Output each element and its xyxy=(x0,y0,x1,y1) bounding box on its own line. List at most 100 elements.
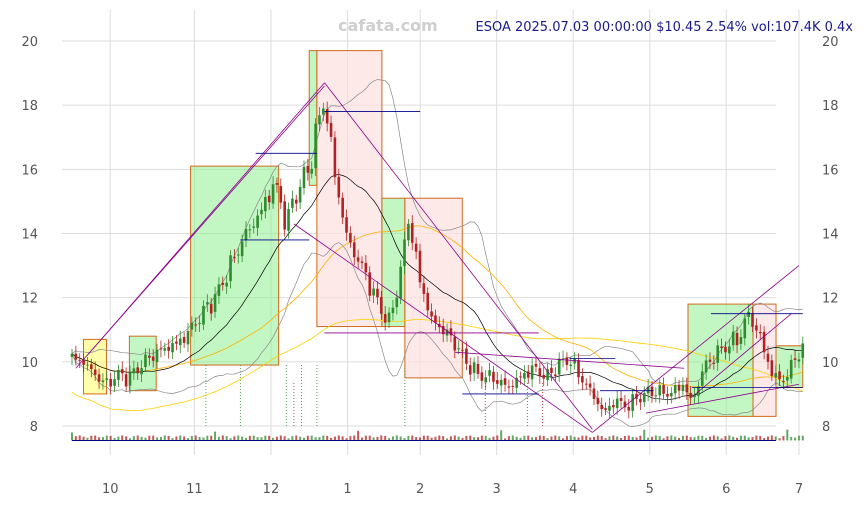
candle-body xyxy=(704,360,708,373)
candle-body xyxy=(786,376,789,381)
x-tick-label: 7 xyxy=(795,482,803,497)
volume-bar xyxy=(569,435,572,441)
zone-box-red xyxy=(316,50,383,328)
candle-body xyxy=(662,385,665,394)
candle-body xyxy=(755,325,758,331)
volume-bar xyxy=(712,435,715,441)
volume-bar xyxy=(418,437,421,441)
info-line: ESOA 2025.07.03 00:00:00 $10.45 2.54% vo… xyxy=(475,20,853,35)
volume-bar xyxy=(461,437,464,441)
candle-body xyxy=(298,187,302,203)
candle-body xyxy=(793,358,797,360)
level-lines xyxy=(240,111,803,395)
candle-body xyxy=(86,364,89,366)
candle-body xyxy=(418,250,422,283)
volume-bar xyxy=(214,431,217,441)
candle-body xyxy=(596,397,600,405)
volume-bar xyxy=(190,435,193,441)
volume-bar xyxy=(391,436,394,441)
volume-bar xyxy=(279,435,282,441)
candle-body xyxy=(507,386,511,388)
volume-bar xyxy=(86,437,89,441)
volume-bar xyxy=(496,435,499,441)
candle-body xyxy=(144,354,147,368)
volume-bar xyxy=(759,435,762,441)
volume-bar xyxy=(237,435,240,441)
candle-body xyxy=(105,378,109,380)
volume-bar xyxy=(310,435,313,441)
volume-bar xyxy=(751,437,754,441)
candle-body xyxy=(526,371,530,378)
candle-body xyxy=(480,372,484,381)
candle-body xyxy=(762,331,766,353)
candle-body xyxy=(414,243,418,252)
volume-bar xyxy=(616,436,619,441)
volume-bar xyxy=(372,437,375,441)
price-zones xyxy=(82,50,804,417)
candle-body xyxy=(453,336,457,351)
candle-body xyxy=(256,215,259,228)
volume-bar xyxy=(577,437,580,441)
candle-body xyxy=(673,385,677,394)
candle-body xyxy=(449,328,453,336)
volume-bar xyxy=(388,438,391,441)
volume-bar xyxy=(399,436,402,441)
volume-bar xyxy=(465,435,468,441)
volume-bar xyxy=(534,437,537,441)
y-axis-right: 8 10 12 14 16 18 20 xyxy=(822,35,839,435)
volume-bar xyxy=(105,435,108,441)
candle-body xyxy=(515,377,518,388)
volume-bar xyxy=(643,429,646,441)
volume-bar xyxy=(186,438,189,441)
volume-bar xyxy=(620,438,623,441)
volume-bar xyxy=(797,435,800,441)
candle-body xyxy=(291,198,294,208)
volume-bar xyxy=(736,437,739,441)
volume-bar xyxy=(183,436,186,441)
candle-body xyxy=(735,332,739,346)
volume-bar xyxy=(268,435,271,441)
volume-bar xyxy=(101,437,104,441)
candle-body xyxy=(557,358,561,375)
volume-bar xyxy=(256,437,259,441)
candle-body xyxy=(175,341,178,344)
trendline xyxy=(324,82,593,430)
volume-bar xyxy=(144,437,147,441)
candle-body xyxy=(132,368,136,374)
candle-body xyxy=(155,349,159,363)
volume-bar xyxy=(395,435,398,441)
volume-bar xyxy=(720,438,723,441)
candle-body xyxy=(496,380,499,384)
x-axis: 10 11 12 1 2 3 4 5 6 7 xyxy=(102,482,803,497)
candle-body xyxy=(441,325,445,335)
volume-bar xyxy=(113,437,116,441)
candle-body xyxy=(573,358,576,364)
candle-body xyxy=(468,365,472,375)
volume-bar xyxy=(78,435,81,441)
candle-body xyxy=(492,371,495,382)
volume-bar xyxy=(272,437,275,441)
candle-body xyxy=(681,384,685,392)
volume-bar xyxy=(198,436,201,441)
volume-bar xyxy=(252,435,255,441)
volume-bar xyxy=(287,438,290,441)
volume-bar xyxy=(488,437,491,441)
ma-mid-line xyxy=(71,225,803,388)
volume-bar xyxy=(500,430,503,441)
candle-body xyxy=(159,348,163,350)
candle-body xyxy=(639,399,642,403)
volume-bar xyxy=(650,436,653,441)
candle-body xyxy=(209,303,213,314)
candle-body xyxy=(642,393,646,403)
candle-body xyxy=(395,297,399,308)
candle-body xyxy=(264,197,267,212)
volume-bar xyxy=(283,436,286,441)
volume-bar xyxy=(531,437,534,441)
candle-body xyxy=(677,384,681,391)
candle-body xyxy=(306,165,310,173)
trendline xyxy=(75,85,325,369)
volume-bar xyxy=(523,435,526,441)
candle-body xyxy=(584,383,588,385)
candle-body xyxy=(221,282,225,285)
candle-body xyxy=(260,209,263,215)
